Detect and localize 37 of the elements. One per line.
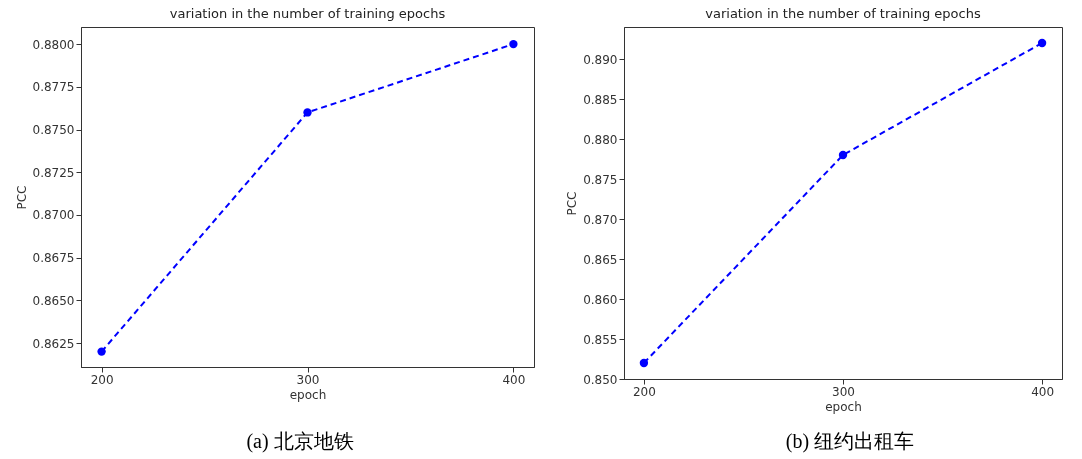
y-tick-label: 0.875 <box>583 172 618 187</box>
x-axis-title: epoch <box>289 387 327 402</box>
x-tick-label: 400 <box>502 372 526 387</box>
x-tick-label: 200 <box>632 384 656 399</box>
point <box>303 108 312 117</box>
text: (b) 纽约出租车 <box>784 429 916 455</box>
y-tick-label: 0.8750 <box>32 123 75 138</box>
y-tick-label: 0.8800 <box>32 37 75 52</box>
y-tick-label: 0.8675 <box>32 251 75 266</box>
y-tick-label: 0.870 <box>583 212 618 227</box>
y-tick-label: 0.855 <box>583 332 618 347</box>
y-tick-label: 0.8725 <box>32 165 75 180</box>
y-tick-label: 0.860 <box>583 292 618 307</box>
point <box>509 39 518 49</box>
y-tick-label: 0.8625 <box>32 336 75 351</box>
x-tick-label: 200 <box>90 372 114 387</box>
y-tick-label: 0.8775 <box>32 80 75 95</box>
y-axis-title: PCC <box>14 185 29 210</box>
y-tick-label: 0.880 <box>583 132 618 147</box>
y-tick-label: 0.885 <box>583 92 618 107</box>
text: (a) 北京地铁 <box>245 429 355 455</box>
x-tick-label: 300 <box>832 384 855 399</box>
x-tick-label: 300 <box>296 372 320 387</box>
point <box>838 150 848 160</box>
y-tick-label: 0.890 <box>583 52 618 67</box>
y-axis-title: PCC <box>565 191 580 216</box>
x-axis-title: epoch <box>825 399 862 414</box>
y-tick-label: 0.8700 <box>32 208 75 223</box>
y-tick-label: 0.8650 <box>32 293 75 308</box>
y-tick-label: 0.865 <box>583 252 618 267</box>
chart-title: variation in the number of training epochs <box>705 6 981 21</box>
point <box>639 358 649 368</box>
point <box>1037 38 1047 48</box>
y-tick-label: 0.850 <box>583 372 618 387</box>
point <box>97 347 106 356</box>
x-tick-label: 400 <box>1031 384 1055 399</box>
chart-title: variation in the number of training epochs <box>169 6 446 21</box>
